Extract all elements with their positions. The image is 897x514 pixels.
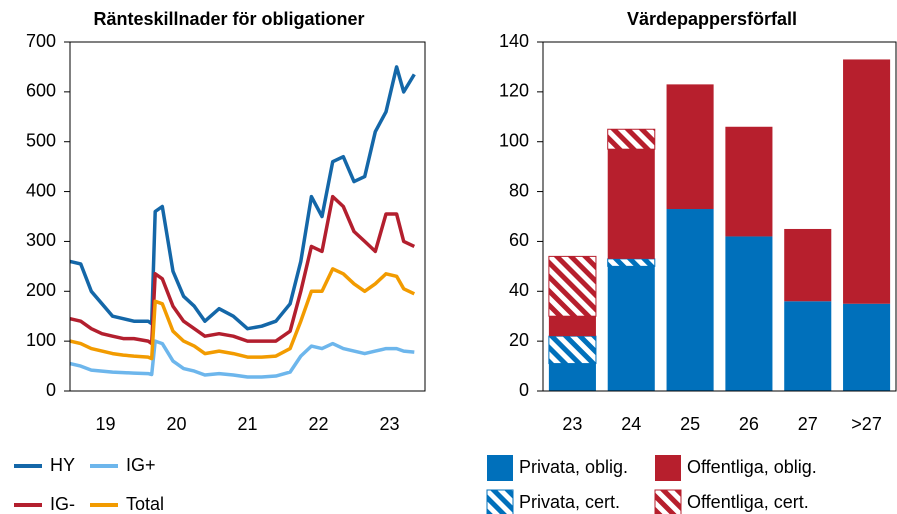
- legend-label: IG-: [50, 494, 75, 514]
- y-tick-label: 400: [26, 180, 56, 200]
- bar-segment: [548, 363, 596, 391]
- series-line: [69, 194, 416, 346]
- bar-segment: [607, 258, 656, 267]
- bar-segment: [666, 209, 714, 391]
- x-tick-label: 24: [621, 414, 641, 434]
- series-line: [69, 339, 415, 379]
- bar-segment: [607, 149, 655, 259]
- x-tick-label: 26: [739, 414, 759, 434]
- y-tick-label: 500: [26, 130, 56, 150]
- bar-segment: [607, 128, 656, 150]
- bar-segment: [548, 255, 597, 317]
- bar-segment: [607, 266, 655, 391]
- x-tick-label: 23: [379, 414, 399, 434]
- bar-segment: [548, 335, 597, 365]
- bar-segment: [784, 301, 832, 391]
- y-tick-label: 0: [46, 380, 56, 400]
- chart-title: Värdepappersförfall: [627, 9, 797, 29]
- y-tick-label: 40: [509, 280, 529, 300]
- bar-segment: [725, 236, 773, 391]
- series-line: [69, 267, 416, 361]
- bar-segment: [843, 59, 891, 304]
- y-tick-label: 120: [499, 81, 529, 101]
- legend-label: HY: [50, 455, 75, 475]
- y-tick-label: 80: [509, 180, 529, 200]
- x-tick-label: >27: [851, 414, 882, 434]
- plot-frame: [69, 41, 426, 392]
- x-tick-label: 19: [95, 414, 115, 434]
- legend-label: Privata, oblig.: [519, 457, 628, 477]
- y-tick-label: 700: [26, 31, 56, 51]
- legend-label: Offentliga, cert.: [687, 492, 809, 512]
- y-tick-label: 0: [519, 380, 529, 400]
- bar-segment: [784, 228, 832, 302]
- legend-swatch: [655, 455, 681, 481]
- series-line: [69, 65, 416, 331]
- legend-label: Offentliga, oblig.: [687, 457, 817, 477]
- legend-swatch: [486, 489, 514, 514]
- x-tick-label: 27: [798, 414, 818, 434]
- x-tick-label: 22: [308, 414, 328, 434]
- bar-segment: [548, 316, 596, 337]
- x-tick-label: 23: [562, 414, 582, 434]
- chart-title: Ränteskillnader för obligationer: [93, 9, 364, 29]
- y-tick-label: 200: [26, 280, 56, 300]
- y-tick-label: 100: [26, 330, 56, 350]
- plot-frame: [542, 41, 897, 392]
- legend-label: Total: [126, 494, 164, 514]
- y-tick-label: 600: [26, 81, 56, 101]
- y-tick-label: 20: [509, 330, 529, 350]
- legend-label: IG+: [126, 455, 156, 475]
- y-tick-label: 100: [499, 130, 529, 150]
- y-tick-label: 300: [26, 230, 56, 250]
- x-tick-label: 25: [680, 414, 700, 434]
- x-tick-label: 20: [166, 414, 186, 434]
- legend-swatch: [487, 455, 513, 481]
- bar-segment: [843, 303, 891, 391]
- bar-segment: [725, 126, 773, 237]
- legend-label: Privata, cert.: [519, 492, 620, 512]
- x-tick-label: 21: [237, 414, 257, 434]
- legend-swatch: [654, 489, 682, 514]
- y-tick-label: 140: [499, 31, 529, 51]
- bar-segment: [666, 84, 714, 210]
- y-tick-label: 60: [509, 230, 529, 250]
